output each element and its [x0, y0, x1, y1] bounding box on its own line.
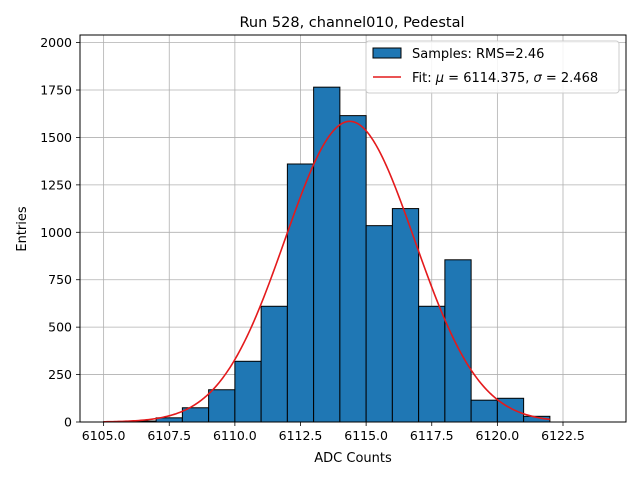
histogram-bar	[340, 116, 366, 422]
histogram-bar	[261, 306, 287, 422]
x-tick-label: 6107.5	[147, 428, 191, 443]
y-tick-label: 500	[48, 320, 72, 335]
y-tick-label: 2000	[40, 35, 72, 50]
x-tick-label: 6112.5	[279, 428, 323, 443]
legend-fit-prefix: Fit:	[412, 71, 436, 86]
histogram-bar	[287, 164, 313, 422]
y-tick-label: 1250	[40, 177, 72, 192]
y-tick-label: 0	[64, 415, 72, 430]
legend: Samples: RMS=2.46 Fit: μ = 6114.375, σ =…	[366, 41, 619, 93]
histogram-bar	[419, 306, 445, 422]
y-tick-label: 1750	[40, 83, 72, 98]
y-tick-label: 250	[48, 367, 72, 382]
histogram-bar	[314, 87, 340, 422]
x-tick-label: 6105.0	[82, 428, 126, 443]
x-tick-label: 6117.5	[410, 428, 454, 443]
legend-fit-mu: μ	[435, 71, 444, 86]
histogram-bar	[235, 361, 261, 422]
legend-swatch-samples	[373, 48, 401, 58]
legend-fit-suffix: = 2.468	[542, 71, 598, 86]
chart-title: Run 528, channel010, Pedestal	[239, 15, 464, 31]
x-tick-label: 6120.0	[476, 428, 520, 443]
x-axis-label: ADC Counts	[314, 451, 392, 466]
y-axis-label: Entries	[15, 206, 30, 252]
y-tick-label: 1000	[40, 225, 72, 240]
histogram-bar	[209, 390, 235, 422]
histogram-bar	[366, 226, 392, 422]
x-tick-label: 6115.0	[344, 428, 388, 443]
y-tick-label: 750	[48, 272, 72, 287]
histogram-bar	[471, 400, 497, 422]
y-tick-label: 1500	[40, 130, 72, 145]
legend-fit-mid: = 6114.375,	[444, 71, 533, 86]
x-tick-label: 6110.0	[213, 428, 257, 443]
histogram-bar	[445, 260, 471, 422]
legend-label-fit: Fit: μ = 6114.375, σ = 2.468	[412, 71, 598, 86]
x-tick-label: 6122.5	[541, 428, 585, 443]
legend-label-samples: Samples: RMS=2.46	[412, 47, 544, 62]
